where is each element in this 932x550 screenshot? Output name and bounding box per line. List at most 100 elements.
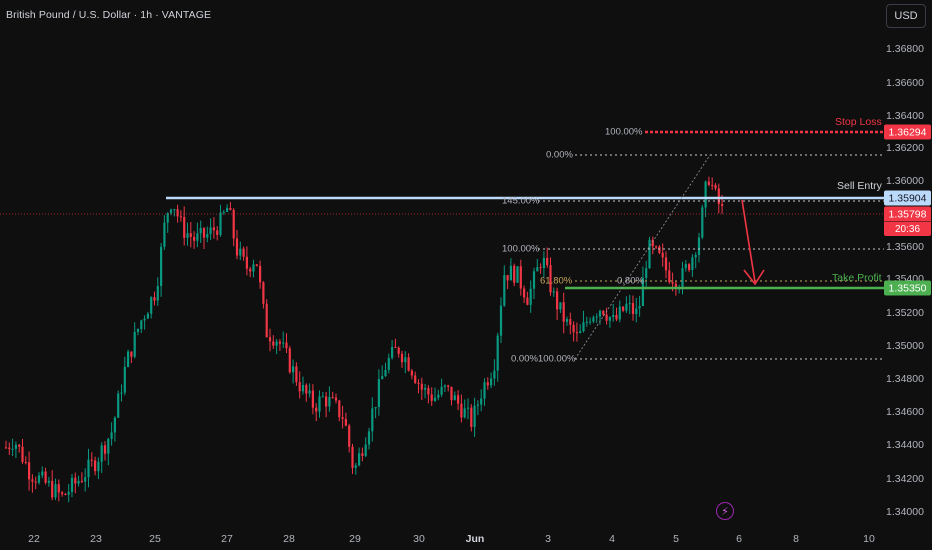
candle-body [364, 444, 367, 456]
candle-body [28, 462, 31, 480]
candle-body [569, 319, 572, 325]
candle-body [136, 328, 140, 333]
candle-body [140, 320, 143, 329]
candle-body [219, 212, 222, 235]
candle-body [661, 252, 664, 258]
candle-body [24, 462, 27, 464]
candle-body [242, 248, 245, 257]
candlestick-series [4, 176, 724, 503]
candle-body [14, 444, 17, 449]
fib-level-label: 145.00% [502, 195, 540, 207]
candle-body [605, 314, 608, 321]
candle-body [701, 207, 704, 238]
candle-body [367, 431, 371, 445]
fib-level-label: 100.00% [605, 126, 643, 138]
candle-body [595, 316, 598, 318]
price-tick: 1.36200 [886, 142, 924, 154]
candle-body [344, 418, 347, 426]
price-tick: 1.35000 [886, 340, 924, 352]
candle-body [278, 341, 281, 344]
candle-body [196, 233, 199, 241]
candle-body [430, 394, 433, 401]
take-profit-label: Take Profit [832, 272, 882, 284]
candle-body [206, 234, 209, 238]
candle-body [229, 208, 232, 210]
candle-body [506, 275, 509, 281]
candle-body [711, 184, 714, 186]
candle-body [150, 297, 153, 314]
stop-loss-label: Stop Loss [835, 116, 882, 128]
candle-body [245, 256, 248, 269]
candle-body [64, 494, 67, 496]
candle-body [589, 321, 592, 323]
candle-body [249, 268, 252, 272]
candle-body [262, 282, 265, 304]
candle-body [631, 303, 635, 315]
candle-body [526, 297, 529, 305]
candle-body [717, 188, 720, 205]
candle-body [179, 216, 182, 218]
candle-body [668, 270, 671, 283]
candle-body [447, 385, 450, 387]
candle-body [658, 246, 661, 253]
candle-body [407, 357, 410, 371]
candle-body [598, 310, 602, 317]
candle-body [371, 408, 374, 432]
candle-body [265, 303, 268, 338]
candle-body [437, 394, 440, 398]
candle-body [417, 382, 420, 384]
candle-body [684, 264, 687, 269]
candle-body [222, 211, 225, 213]
candle-body [189, 233, 192, 237]
candle-body [694, 254, 697, 258]
candle-body [348, 425, 351, 447]
fib-level-label: 100.00% [502, 243, 540, 255]
price-tick: 1.34600 [886, 406, 924, 418]
bar-countdown: 20:36 [884, 222, 931, 236]
candle-body [404, 357, 407, 363]
time-tick: 23 [90, 533, 102, 545]
candle-body [539, 267, 542, 269]
candle-body [209, 227, 212, 235]
current-price-badge: 1.35798 [884, 206, 931, 222]
candle-body [285, 342, 288, 349]
candle-body [559, 302, 562, 310]
price-tick: 1.36000 [886, 175, 924, 187]
candle-body [153, 297, 156, 301]
price-tick: 1.34800 [886, 373, 924, 385]
time-tick: 25 [149, 533, 161, 545]
price-tick: 1.36800 [886, 43, 924, 55]
candle-body [123, 366, 126, 393]
candle-body [516, 266, 519, 283]
candle-body [232, 209, 235, 239]
candle-body [681, 268, 684, 289]
candle-body [163, 222, 166, 247]
candle-body [47, 480, 50, 483]
lightning-icon[interactable]: ⚡ [716, 502, 734, 520]
candle-body [113, 417, 116, 433]
candle-body [239, 248, 242, 256]
candle-body [318, 396, 321, 412]
currency-button[interactable]: USD [886, 4, 926, 28]
candle-body [473, 405, 476, 427]
candle-body [496, 335, 499, 371]
time-tick: 8 [793, 533, 799, 545]
candle-body [391, 347, 394, 358]
candle-body [582, 322, 585, 332]
candle-body [427, 388, 430, 395]
stop-loss-price-badge: 1.36294 [884, 124, 931, 140]
candle-body [34, 481, 37, 483]
candle-body [110, 432, 113, 439]
time-tick: 6 [736, 533, 742, 545]
candle-body [74, 477, 77, 484]
candle-body [117, 393, 120, 418]
take-profit-price-badge: 1.35350 [884, 280, 931, 296]
candle-body [651, 239, 654, 247]
candle-body [490, 378, 493, 386]
candle-body [476, 404, 479, 406]
candle-body [463, 408, 466, 418]
candle-body [288, 348, 291, 373]
candle-body [156, 286, 159, 301]
price-tick: 1.35600 [886, 241, 924, 253]
